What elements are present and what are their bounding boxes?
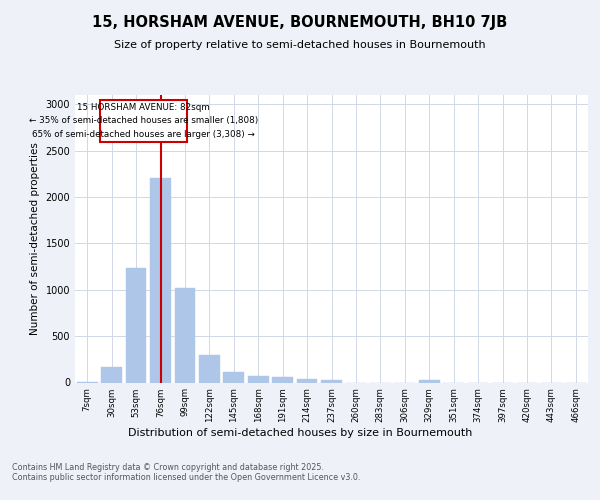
Text: Distribution of semi-detached houses by size in Bournemouth: Distribution of semi-detached houses by … [128,428,472,438]
Bar [150,178,171,382]
Bar [125,268,146,382]
FancyBboxPatch shape [100,100,187,142]
Bar [248,376,269,382]
Bar [321,380,342,382]
Bar [199,354,220,382]
Bar [101,366,122,382]
Bar [175,288,196,382]
Text: 15, HORSHAM AVENUE, BOURNEMOUTH, BH10 7JB: 15, HORSHAM AVENUE, BOURNEMOUTH, BH10 7J… [92,15,508,30]
Text: Contains HM Land Registry data © Crown copyright and database right 2025.
Contai: Contains HM Land Registry data © Crown c… [12,463,361,482]
Text: Size of property relative to semi-detached houses in Bournemouth: Size of property relative to semi-detach… [114,40,486,50]
Bar [223,372,244,382]
Bar [296,379,317,382]
Bar [419,380,440,382]
Text: 15 HORSHAM AVENUE: 82sqm
← 35% of semi-detached houses are smaller (1,808)
65% o: 15 HORSHAM AVENUE: 82sqm ← 35% of semi-d… [29,102,258,140]
Y-axis label: Number of semi-detached properties: Number of semi-detached properties [30,142,40,335]
Bar [272,378,293,382]
